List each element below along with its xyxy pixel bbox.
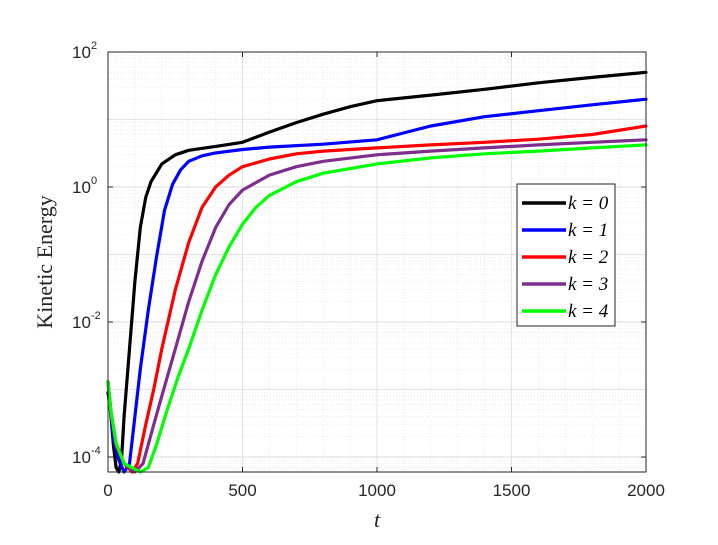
y-tick-base: 10 — [72, 43, 91, 62]
legend-box — [516, 183, 616, 327]
x-tick-label: 2000 — [627, 481, 665, 500]
x-axis-label: t — [374, 507, 381, 532]
series-line — [106, 70, 648, 474]
y-tick-label: 10 2 — [72, 40, 97, 62]
axis-ticks — [107, 51, 647, 472]
series-line — [106, 143, 648, 474]
series-line — [106, 138, 648, 474]
y-tick-exponent: 2 — [91, 40, 97, 52]
y-tick-label: 10 -2 — [72, 310, 101, 332]
y-tick-base: 10 — [72, 448, 91, 467]
y-tick-label: 10 -4 — [72, 445, 101, 467]
x-tick-label: 1000 — [358, 481, 396, 500]
x-tick-label: 0 — [103, 481, 112, 500]
y-tick-base: 10 — [72, 178, 91, 197]
legend-label: k = 2 — [568, 247, 609, 268]
x-tick-label: 1500 — [493, 481, 531, 500]
y-tick-label: 10 0 — [72, 175, 97, 197]
legend: k = 0 k = 1 k = 2 k = 3 k = 4 — [516, 183, 616, 327]
y-axis-label: Kinetic Energy — [32, 195, 57, 328]
y-tick-base: 10 — [72, 313, 91, 332]
legend-label: k = 3 — [568, 274, 608, 295]
y-tick-exponent: -4 — [91, 445, 101, 457]
legend-label: k = 4 — [568, 301, 609, 322]
x-tick-label: 500 — [228, 481, 256, 500]
y-tick-exponent: 0 — [91, 175, 97, 187]
y-tick-exponent: -2 — [91, 310, 101, 322]
legend-label: k = 1 — [568, 220, 608, 241]
legend-label: k = 0 — [568, 193, 609, 214]
